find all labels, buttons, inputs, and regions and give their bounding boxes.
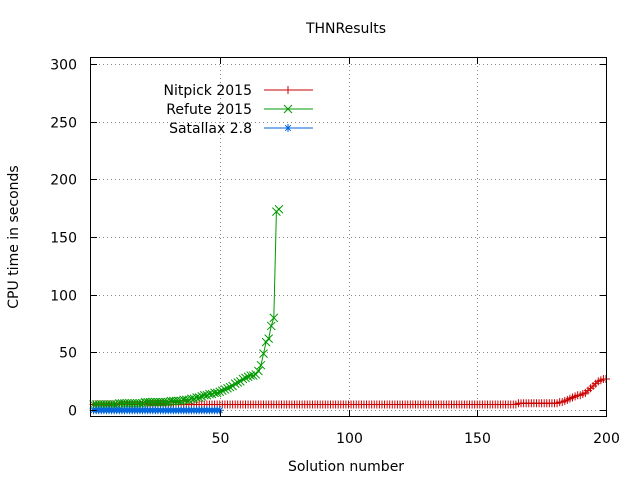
data-point <box>199 390 209 400</box>
data-point <box>135 398 145 408</box>
ticks: 0 50 100 150 200 250 300 50 100 150 200 <box>50 58 620 448</box>
chart-title: THNResults <box>305 21 386 37</box>
data-point <box>274 204 284 214</box>
x-tick-label: 100 <box>336 431 363 447</box>
data-point <box>207 389 217 399</box>
data-point <box>174 396 183 406</box>
y-tick-label: 100 <box>50 289 77 305</box>
data-point <box>238 374 248 384</box>
data-point <box>266 321 276 331</box>
x-tick-label: 50 <box>212 431 230 447</box>
data-point <box>217 386 227 395</box>
data-point <box>259 349 268 358</box>
y-tick-label: 50 <box>59 346 77 362</box>
data-point <box>215 406 224 415</box>
data-point <box>181 395 191 405</box>
data-point <box>246 371 256 380</box>
data-point <box>264 334 274 343</box>
data-point <box>187 394 196 404</box>
data-point <box>254 366 263 376</box>
x-axis-label: Solution number <box>288 459 404 475</box>
data-point <box>241 373 250 383</box>
data-point <box>176 396 186 406</box>
data-point <box>256 360 266 370</box>
legend-marker <box>283 104 293 114</box>
x-tick-label: 200 <box>593 431 620 447</box>
series-1 <box>89 204 284 409</box>
plot-frame <box>90 57 607 417</box>
series-2 <box>89 406 224 415</box>
y-tick-label: 200 <box>50 173 77 189</box>
x-tick-label: 150 <box>464 431 491 447</box>
data-point <box>225 382 235 392</box>
data-point <box>220 385 230 394</box>
data-point <box>138 398 147 408</box>
data-point <box>202 390 212 400</box>
y-tick-label: 0 <box>68 404 77 420</box>
data-point <box>212 388 222 398</box>
data-point <box>243 372 253 382</box>
data-point <box>189 394 199 404</box>
legend-label: Refute 2015 <box>166 102 252 118</box>
y-axis-label: CPU time in seconds <box>6 165 22 308</box>
legend: Nitpick 2015 Refute 2015 Satallax 2.8 <box>163 83 313 137</box>
data-point <box>161 397 171 407</box>
data-point <box>163 397 173 407</box>
y-tick-label: 300 <box>50 58 77 74</box>
legend-label: Satallax 2.8 <box>169 121 252 137</box>
y-tick-label: 150 <box>50 231 77 247</box>
data-point <box>230 379 240 389</box>
data-point <box>210 388 219 398</box>
legend-label: Nitpick 2015 <box>163 83 252 99</box>
legend-marker <box>284 86 292 94</box>
data-point <box>215 387 225 397</box>
data-point <box>194 393 204 402</box>
data-point <box>197 392 207 401</box>
data-point <box>184 395 194 405</box>
series-layer <box>89 204 610 415</box>
data-point <box>233 378 243 387</box>
data-point <box>269 313 279 323</box>
data-point <box>205 389 214 399</box>
legend-marker <box>284 124 292 132</box>
data-point <box>192 393 201 402</box>
data-point <box>223 383 232 393</box>
y-tick-label: 250 <box>50 116 77 132</box>
